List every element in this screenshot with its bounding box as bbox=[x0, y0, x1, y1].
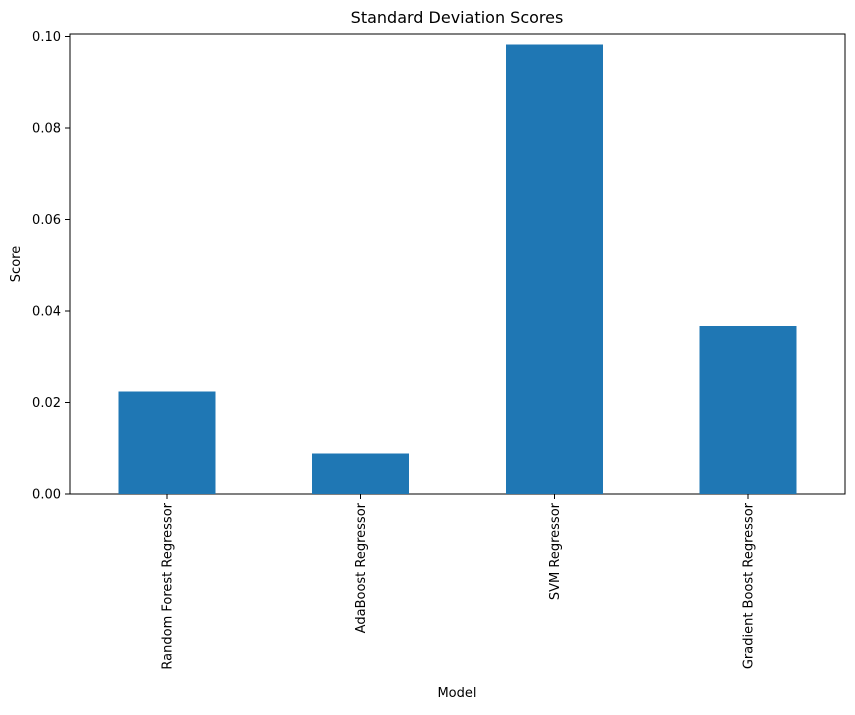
x-axis-label: Model bbox=[437, 686, 476, 701]
bar bbox=[118, 391, 216, 494]
bar bbox=[699, 326, 797, 494]
y-tick-label: 0.02 bbox=[32, 396, 61, 411]
y-tick-label: 0.04 bbox=[32, 305, 61, 320]
y-tick-label: 0.06 bbox=[32, 213, 61, 228]
y-axis-label: Score bbox=[9, 246, 24, 282]
chart-title: Standard Deviation Scores bbox=[351, 8, 564, 27]
y-tick-label: 0.00 bbox=[32, 488, 61, 503]
x-tick-label: Gradient Boost Regressor bbox=[742, 502, 757, 669]
x-tick-label: SVM Regressor bbox=[548, 502, 563, 600]
y-tick-label: 0.08 bbox=[32, 122, 61, 137]
x-axis-ticks: Random Forest Regressor AdaBoost Regresso… bbox=[160, 494, 757, 670]
y-axis-ticks: 0.00 0.02 0.04 0.06 0.08 0.10 bbox=[32, 30, 70, 503]
x-tick-label: Random Forest Regressor bbox=[160, 502, 175, 669]
y-tick-label: 0.10 bbox=[32, 30, 61, 45]
bars-group bbox=[118, 44, 797, 494]
bar bbox=[505, 44, 603, 494]
bar bbox=[312, 453, 410, 494]
x-tick-label: AdaBoost Regressor bbox=[354, 502, 369, 633]
